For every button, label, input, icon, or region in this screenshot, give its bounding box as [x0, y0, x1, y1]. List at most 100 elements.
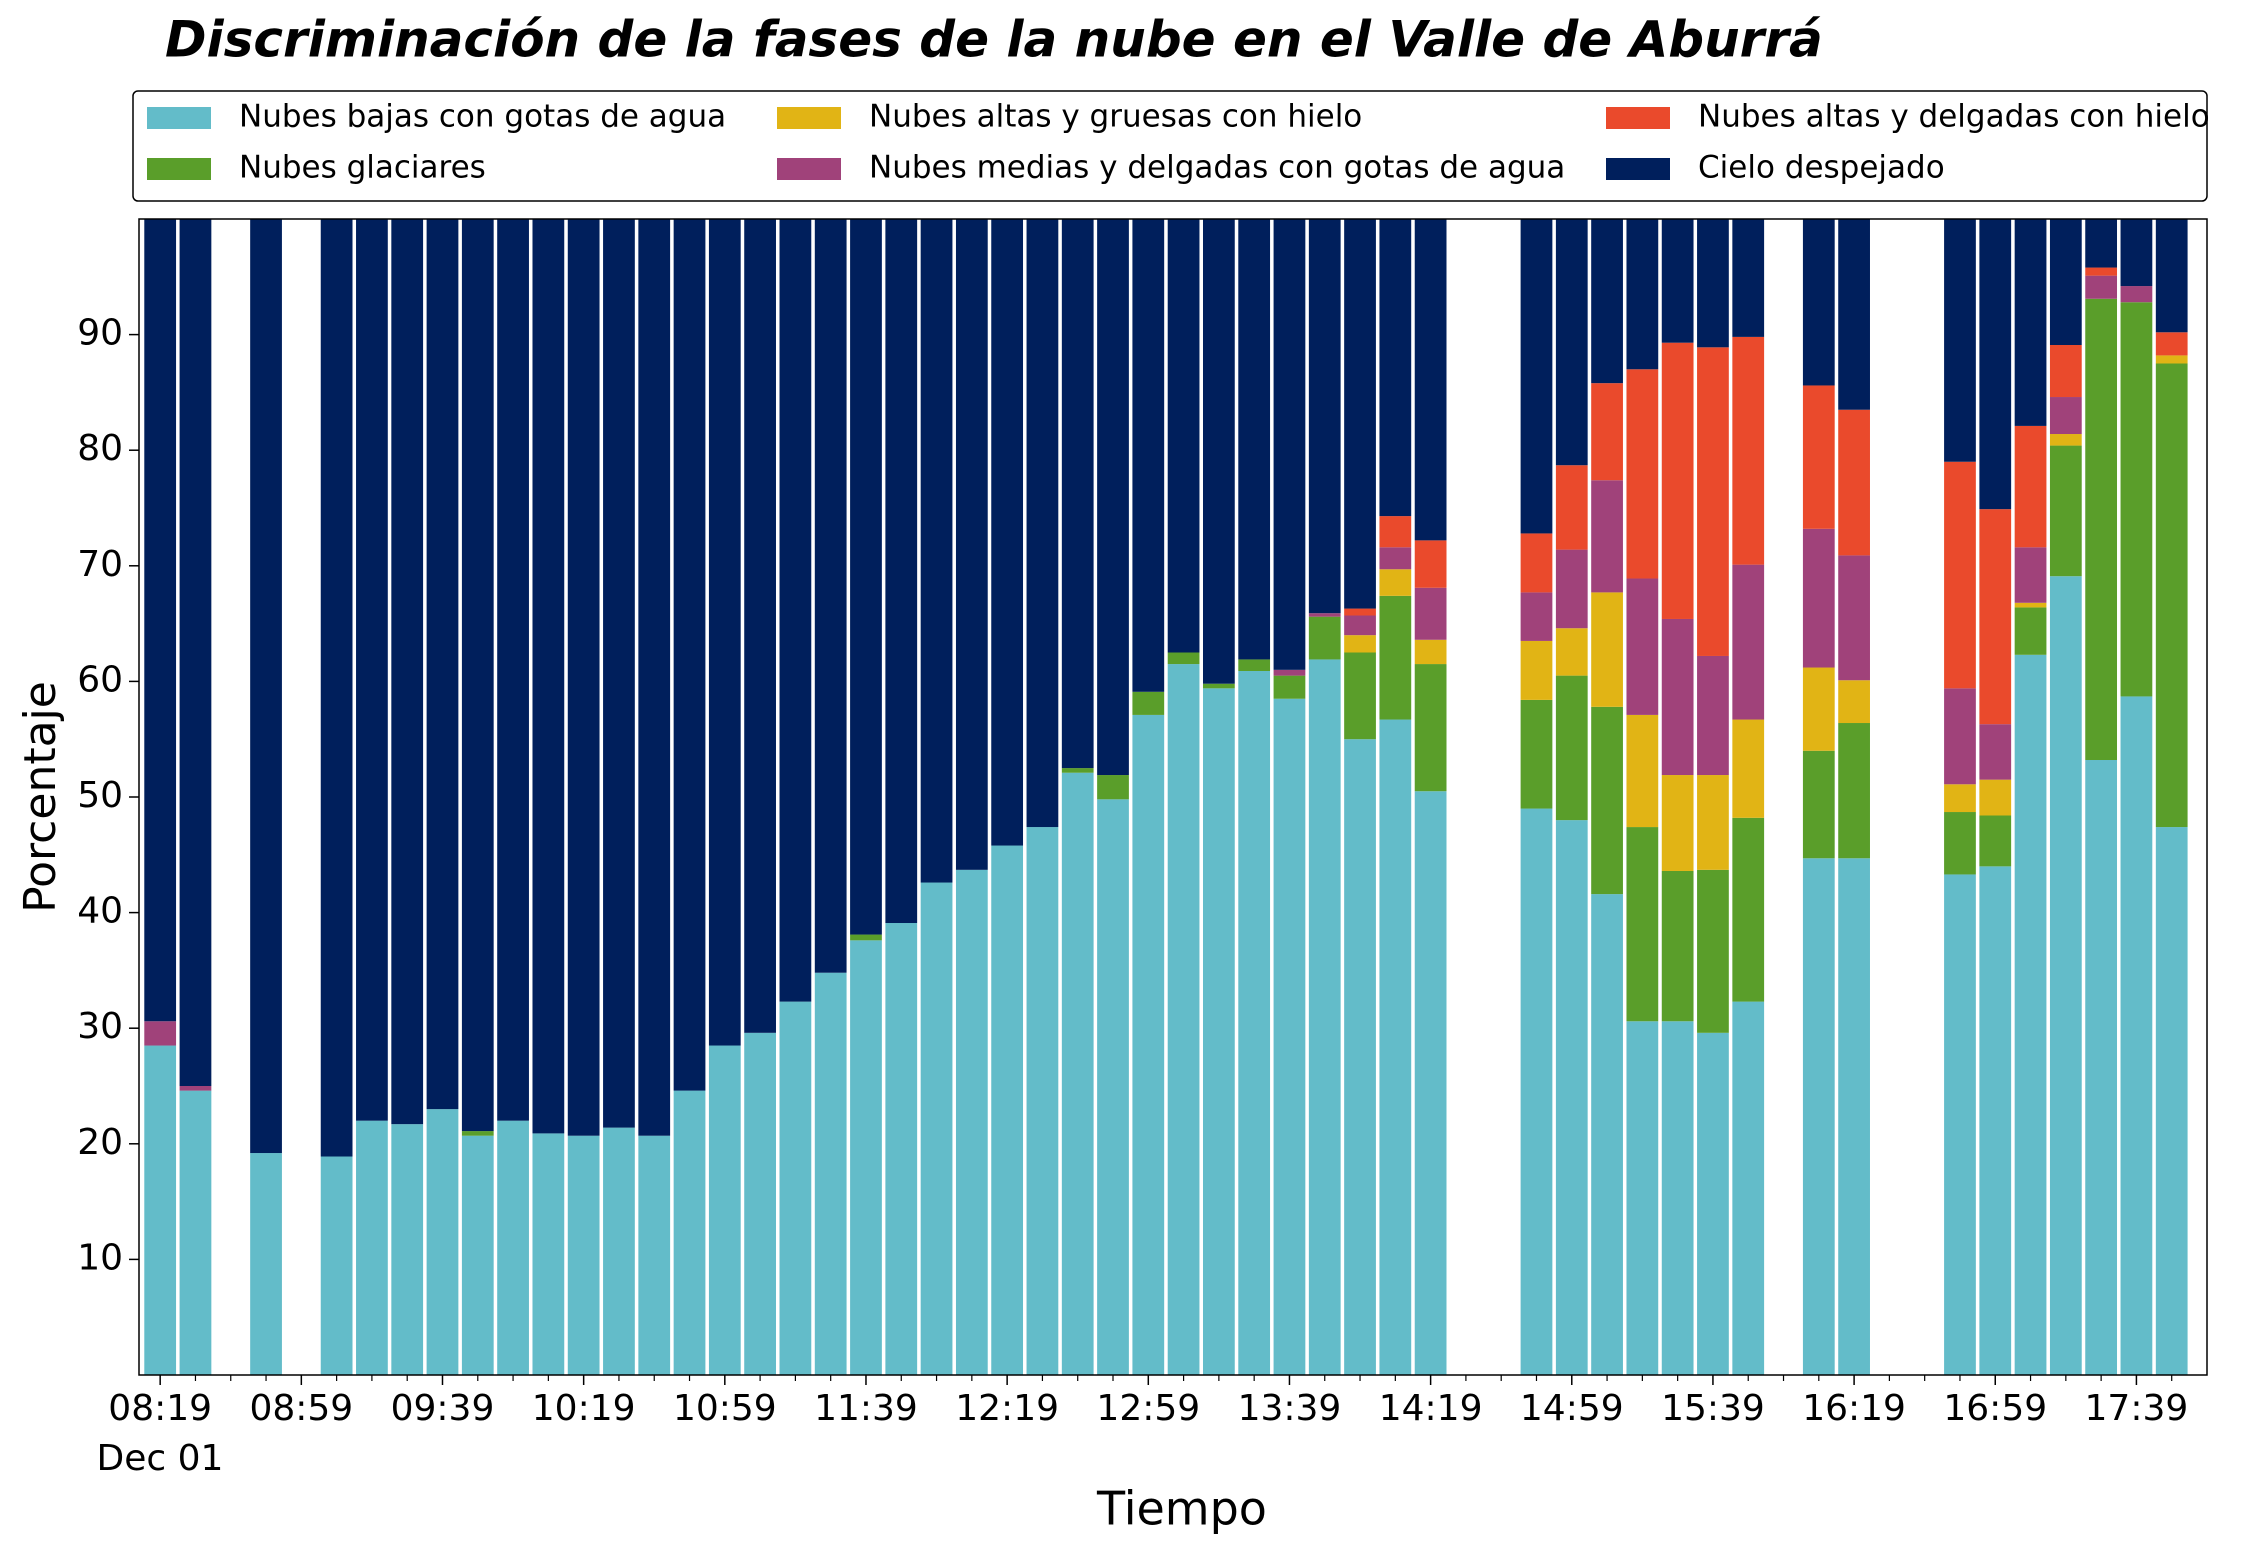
x-tick-label: 16:19: [1802, 1388, 1906, 1429]
bar-segment: [1838, 858, 1870, 1375]
bar-segment: [1555, 820, 1588, 1375]
bar-segment: [1555, 219, 1588, 466]
bar-segment: [1061, 772, 1094, 1375]
bar-segment: [991, 845, 1024, 1375]
bar-segment: [2155, 363, 2188, 828]
bar-segment: [955, 869, 988, 1375]
bar-segment: [1167, 219, 1200, 653]
bar-segment: [1308, 219, 1341, 614]
bar-segment: [1555, 628, 1588, 676]
bar-segment: [2155, 355, 2188, 364]
legend-swatch: [1606, 158, 1670, 180]
bar-segment: [1626, 369, 1659, 579]
legend-label: Nubes altas y gruesas con hielo: [869, 99, 1362, 135]
bar-segment: [1732, 336, 1765, 565]
bar-segment: [1555, 465, 1588, 550]
bar-segment: [1167, 664, 1200, 1375]
bar-segment: [1979, 866, 2012, 1375]
bar-segment: [955, 219, 988, 870]
bar-segment: [1414, 664, 1447, 792]
bar-segment: [461, 219, 494, 1132]
bar-segment: [1802, 667, 1835, 751]
bar-segment: [1732, 219, 1765, 337]
bar-segment: [2049, 576, 2082, 1375]
bar-segment: [1944, 874, 1976, 1375]
bar-segment: [1308, 659, 1341, 1375]
bar-segment: [144, 1045, 177, 1375]
bar-segment: [2120, 696, 2153, 1375]
y-tick-label: 70: [77, 544, 123, 585]
bar-segment: [1732, 719, 1765, 818]
bar-segment: [144, 219, 177, 1022]
bar-segment: [1802, 528, 1835, 668]
x-tick-label: 09:39: [391, 1388, 495, 1429]
bar-segment: [1697, 219, 1729, 348]
bar-segment: [1520, 808, 1553, 1375]
bar-segment: [673, 219, 706, 1091]
x-tick-label: 16:59: [1943, 1388, 2047, 1429]
bar-segment: [426, 1109, 459, 1375]
bar-segment: [1061, 768, 1094, 773]
bar-segment: [920, 882, 953, 1375]
legend-swatch: [1606, 107, 1670, 129]
bar-segment: [1661, 870, 1694, 1022]
bar-segment: [885, 923, 918, 1375]
bar-segment: [1414, 219, 1447, 541]
bar-segment: [779, 1001, 812, 1375]
bar-segment: [2014, 219, 2047, 426]
bar-segment: [1626, 1021, 1659, 1375]
bar-segment: [1979, 815, 2012, 867]
x-tick-label: 08:19: [108, 1388, 212, 1429]
legend-swatch: [147, 107, 211, 129]
bar-segment: [1308, 616, 1341, 660]
bar-segment: [1414, 587, 1447, 640]
bar-segment: [1520, 219, 1553, 534]
bar-segment: [2120, 302, 2153, 697]
x-tick-label: 10:59: [673, 1388, 777, 1429]
bar-segment: [391, 219, 424, 1125]
bar-segment: [1591, 480, 1623, 593]
y-tick-label: 50: [77, 775, 123, 816]
bar-segment: [1944, 784, 1976, 813]
bar-segment: [1944, 461, 1976, 689]
bar-segment: [1202, 688, 1235, 1375]
bar-segment: [1202, 683, 1235, 689]
bar-segment: [1732, 1001, 1765, 1375]
bar-segment: [1167, 652, 1200, 665]
bar-segment: [1344, 608, 1376, 616]
bar-segment: [1838, 219, 1870, 410]
x-axis-label: Tiempo: [1096, 1482, 1267, 1536]
bar-segment: [2049, 434, 2082, 446]
x-tick-label: 14:19: [1379, 1388, 1483, 1429]
bar-segment: [567, 1135, 600, 1375]
y-tick-label: 80: [77, 428, 123, 469]
bar-segment: [1732, 817, 1765, 1002]
bar-segment: [638, 1135, 671, 1375]
bar-segment: [2014, 425, 2047, 548]
bar-segment: [1379, 547, 1412, 570]
bar-segment: [2155, 219, 2188, 333]
bar-segment: [532, 219, 565, 1134]
bar-segment: [1273, 669, 1306, 676]
bar-segment: [1661, 618, 1694, 776]
chart-title: Discriminación de la fases de la nube en…: [165, 11, 1823, 69]
bar-segment: [2155, 827, 2188, 1375]
x-tick-label: 17:39: [2085, 1388, 2189, 1429]
bar-segment: [1132, 714, 1165, 1375]
legend-label: Nubes altas y delgadas con hielo: [1698, 99, 2210, 135]
bar-segment: [2085, 219, 2118, 268]
bar-segment: [532, 1133, 565, 1375]
y-tick-label: 90: [77, 313, 123, 354]
bar-segment: [1414, 791, 1447, 1375]
bar-segment: [814, 219, 847, 973]
bar-segment: [1520, 533, 1553, 593]
legend-swatch: [777, 107, 841, 129]
bar-segment: [1944, 812, 1976, 875]
legend-swatch: [147, 158, 211, 180]
legend-box: [132, 90, 2208, 202]
bar-segment: [1626, 219, 1659, 370]
bar-segment: [1979, 509, 2012, 725]
bar-segment: [1697, 869, 1729, 1033]
bar-segment: [1802, 858, 1835, 1375]
